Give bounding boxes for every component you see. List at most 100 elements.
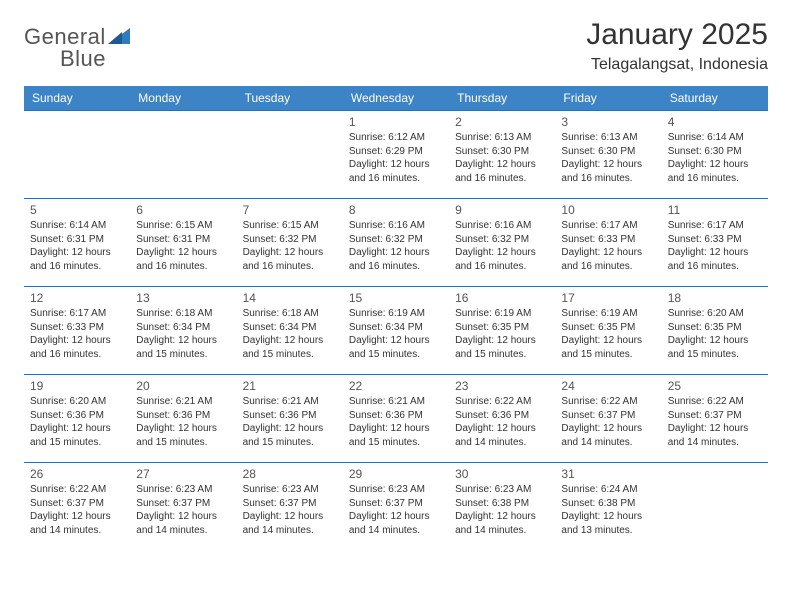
- dow-header: Friday: [555, 86, 661, 111]
- day-number: 6: [136, 203, 230, 217]
- day-number: 3: [561, 115, 655, 129]
- day-number: 15: [349, 291, 443, 305]
- location: Telagalangsat, Indonesia: [586, 56, 768, 74]
- calendar-cell: 13Sunrise: 6:18 AMSunset: 6:34 PMDayligh…: [130, 287, 236, 375]
- day-info: Sunrise: 6:23 AMSunset: 6:37 PMDaylight:…: [349, 483, 443, 537]
- calendar-cell: 31 Sunrise: 6:24 AMSunset: 6:38 PMDayligh…: [555, 463, 661, 551]
- dow-header: Thursday: [449, 86, 555, 111]
- day-info: Sunrise: 6:23 AMSunset: 6:38 PMDaylight:…: [455, 483, 549, 537]
- day-info: Sunrise: 6:15 AMSunset: 6:32 PMDaylight:…: [243, 219, 337, 273]
- header: General January 2025 Telagalangsat, Indo…: [24, 18, 768, 74]
- calendar-cell: 23 Sunrise: 6:22 AMSunset: 6:36 PMDayligh…: [449, 375, 555, 463]
- day-info: Sunrise: 6:20 AMSunset: 6:35 PMDaylight:…: [668, 307, 762, 361]
- day-info: Sunrise: 6:24 AMSunset: 6:38 PMDaylight:…: [561, 483, 655, 537]
- day-number: 23: [455, 379, 549, 393]
- day-number: 11: [668, 203, 762, 217]
- day-info: Sunrise: 6:17 AMSunset: 6:33 PMDaylight:…: [30, 307, 124, 361]
- day-number: 8: [349, 203, 443, 217]
- calendar-cell: 22Sunrise: 6:21 AMSunset: 6:36 PMDayligh…: [343, 375, 449, 463]
- day-info: Sunrise: 6:21 AMSunset: 6:36 PMDaylight:…: [136, 395, 230, 449]
- day-number: 18: [668, 291, 762, 305]
- calendar-cell: 14 Sunrise: 6:18 AMSunset: 6:34 PMDayligh…: [237, 287, 343, 375]
- day-info: Sunrise: 6:22 AMSunset: 6:37 PMDaylight:…: [668, 395, 762, 449]
- day-info: Sunrise: 6:18 AMSunset: 6:34 PMDaylight:…: [243, 307, 337, 361]
- day-number: 13: [136, 291, 230, 305]
- day-info: Sunrise: 6:19 AMSunset: 6:34 PMDaylight:…: [349, 307, 443, 361]
- calendar-cell: 20 Sunrise: 6:21 AMSunset: 6:36 PMDayligh…: [130, 375, 236, 463]
- day-number: 17: [561, 291, 655, 305]
- calendar-cell: 2Sunrise: 6:13 AMSunset: 6:30 PMDaylight…: [449, 111, 555, 199]
- day-info: Sunrise: 6:23 AMSunset: 6:37 PMDaylight:…: [243, 483, 337, 537]
- calendar-cell: 1 Sunrise: 6:12 AMSunset: 6:29 PMDaylight…: [343, 111, 449, 199]
- day-info: Sunrise: 6:19 AMSunset: 6:35 PMDaylight:…: [455, 307, 549, 361]
- dow-header: Wednesday: [343, 86, 449, 111]
- day-number: 5: [30, 203, 124, 217]
- calendar-cell: 25 Sunrise: 6:22 AMSunset: 6:37 PMDayligh…: [662, 375, 768, 463]
- day-number: 25: [668, 379, 762, 393]
- calendar-cell: 12 Sunrise: 6:17 AMSunset: 6:33 PMDayligh…: [24, 287, 130, 375]
- calendar-row: 5 Sunrise: 6:14 AMSunset: 6:31 PMDaylight…: [24, 199, 768, 287]
- day-info: Sunrise: 6:13 AMSunset: 6:30 PMDaylight:…: [455, 131, 549, 185]
- month-title: January 2025: [586, 18, 768, 52]
- day-number: 28: [243, 467, 337, 481]
- day-info: Sunrise: 6:12 AMSunset: 6:29 PMDaylight:…: [349, 131, 443, 185]
- day-info: Sunrise: 6:19 AMSunset: 6:35 PMDaylight:…: [561, 307, 655, 361]
- day-number: 7: [243, 203, 337, 217]
- day-number: 27: [136, 467, 230, 481]
- calendar-row: 19 Sunrise: 6:20 AMSunset: 6:36 PMDayligh…: [24, 375, 768, 463]
- day-info: Sunrise: 6:20 AMSunset: 6:36 PMDaylight:…: [30, 395, 124, 449]
- calendar-cell: [237, 111, 343, 199]
- calendar-cell: 5 Sunrise: 6:14 AMSunset: 6:31 PMDaylight…: [24, 199, 130, 287]
- calendar-row: 26Sunrise: 6:22 AMSunset: 6:37 PMDayligh…: [24, 463, 768, 551]
- calendar-body: 1 Sunrise: 6:12 AMSunset: 6:29 PMDaylight…: [24, 111, 768, 551]
- day-number: 1: [349, 115, 443, 129]
- day-info: Sunrise: 6:23 AMSunset: 6:37 PMDaylight:…: [136, 483, 230, 537]
- day-info: Sunrise: 6:22 AMSunset: 6:36 PMDaylight:…: [455, 395, 549, 449]
- day-number: 14: [243, 291, 337, 305]
- calendar-cell: 18 Sunrise: 6:20 AMSunset: 6:35 PMDayligh…: [662, 287, 768, 375]
- calendar-cell: 28 Sunrise: 6:23 AMSunset: 6:37 PMDayligh…: [237, 463, 343, 551]
- day-number: 26: [30, 467, 124, 481]
- dow-header: Tuesday: [237, 86, 343, 111]
- day-number: 22: [349, 379, 443, 393]
- day-number: 29: [349, 467, 443, 481]
- calendar-cell: 16 Sunrise: 6:19 AMSunset: 6:35 PMDayligh…: [449, 287, 555, 375]
- day-info: Sunrise: 6:14 AMSunset: 6:31 PMDaylight:…: [30, 219, 124, 273]
- calendar-cell: 11Sunrise: 6:17 AMSunset: 6:33 PMDayligh…: [662, 199, 768, 287]
- logo-word2: Blue: [60, 46, 106, 72]
- calendar-head: SundayMondayTuesdayWednesdayThursdayFrid…: [24, 86, 768, 111]
- logo-line2: Blue: [24, 46, 106, 72]
- calendar-cell: [24, 111, 130, 199]
- calendar-cell: 30 Sunrise: 6:23 AMSunset: 6:38 PMDayligh…: [449, 463, 555, 551]
- calendar-cell: 9 Sunrise: 6:16 AMSunset: 6:32 PMDaylight…: [449, 199, 555, 287]
- title-block: January 2025 Telagalangsat, Indonesia: [586, 18, 768, 74]
- day-number: 30: [455, 467, 549, 481]
- day-info: Sunrise: 6:16 AMSunset: 6:32 PMDaylight:…: [455, 219, 549, 273]
- calendar-cell: 8Sunrise: 6:16 AMSunset: 6:32 PMDaylight…: [343, 199, 449, 287]
- calendar-cell: 17 Sunrise: 6:19 AMSunset: 6:35 PMDayligh…: [555, 287, 661, 375]
- day-number: 24: [561, 379, 655, 393]
- day-number: 16: [455, 291, 549, 305]
- day-number: 20: [136, 379, 230, 393]
- calendar-cell: [662, 463, 768, 551]
- logo-triangle-icon: [108, 26, 130, 49]
- calendar-cell: 10Sunrise: 6:17 AMSunset: 6:33 PMDayligh…: [555, 199, 661, 287]
- day-number: 19: [30, 379, 124, 393]
- day-info: Sunrise: 6:14 AMSunset: 6:30 PMDaylight:…: [668, 131, 762, 185]
- day-info: Sunrise: 6:22 AMSunset: 6:37 PMDaylight:…: [561, 395, 655, 449]
- day-info: Sunrise: 6:13 AMSunset: 6:30 PMDaylight:…: [561, 131, 655, 185]
- calendar-cell: 24 Sunrise: 6:22 AMSunset: 6:37 PMDayligh…: [555, 375, 661, 463]
- day-info: Sunrise: 6:21 AMSunset: 6:36 PMDaylight:…: [243, 395, 337, 449]
- day-info: Sunrise: 6:17 AMSunset: 6:33 PMDaylight:…: [561, 219, 655, 273]
- calendar-cell: 6 Sunrise: 6:15 AMSunset: 6:31 PMDaylight…: [130, 199, 236, 287]
- day-info: Sunrise: 6:15 AMSunset: 6:31 PMDaylight:…: [136, 219, 230, 273]
- day-number: 9: [455, 203, 549, 217]
- day-number: 31: [561, 467, 655, 481]
- calendar-cell: 4Sunrise: 6:14 AMSunset: 6:30 PMDaylight…: [662, 111, 768, 199]
- day-number: 12: [30, 291, 124, 305]
- dow-header: Monday: [130, 86, 236, 111]
- calendar-row: 1 Sunrise: 6:12 AMSunset: 6:29 PMDaylight…: [24, 111, 768, 199]
- calendar-cell: 26Sunrise: 6:22 AMSunset: 6:37 PMDayligh…: [24, 463, 130, 551]
- calendar-cell: 7 Sunrise: 6:15 AMSunset: 6:32 PMDaylight…: [237, 199, 343, 287]
- day-number: 21: [243, 379, 337, 393]
